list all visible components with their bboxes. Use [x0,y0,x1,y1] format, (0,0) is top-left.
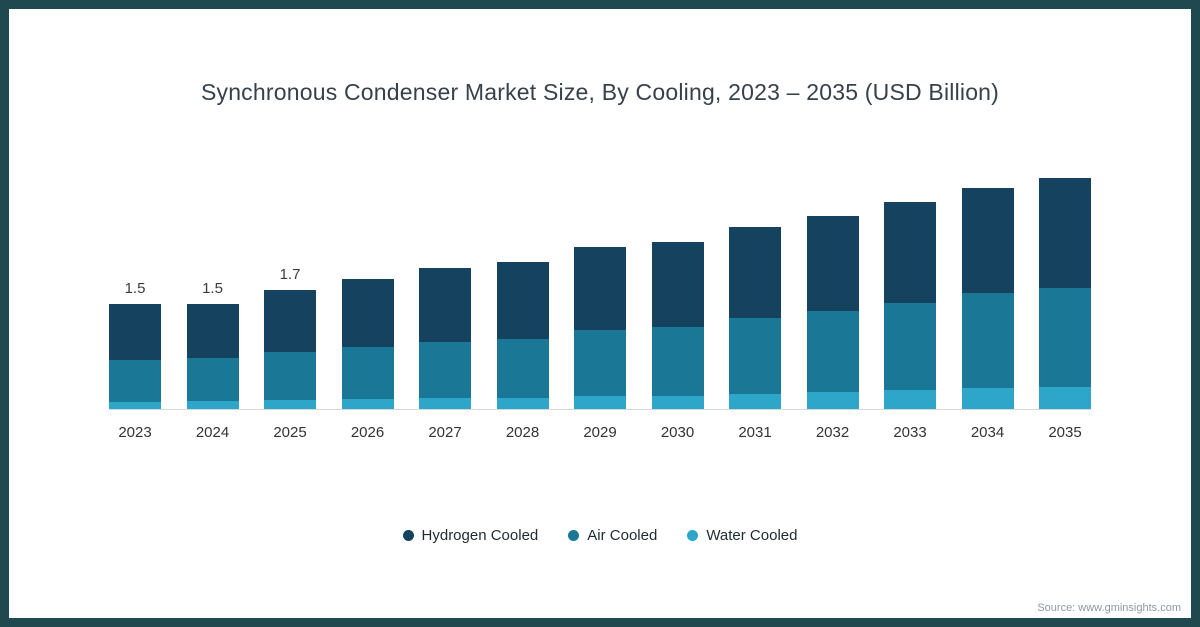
x-axis-tick-label: 2029 [583,424,617,441]
legend-dot-icon [568,530,580,541]
bar-segment-air-cooled [496,339,549,398]
legend-item-air-cooled: Air Cooled [568,527,657,544]
bar-segment-air-cooled [341,347,394,399]
bar-group-2033: 2033 [884,202,936,441]
bar-segment-water-cooled [574,396,626,409]
bar-segment-water-cooled [496,398,549,409]
chart-title: Synchronous Condenser Market Size, By Co… [200,79,1000,105]
bar-segment-hydrogen-cooled [109,304,161,360]
bar-segment-hydrogen-cooled [961,188,1014,293]
bar-value-label: 1.5 [124,280,146,297]
x-axis-tick-label: 2027 [428,424,462,441]
bar-segment-water-cooled [651,396,704,409]
bar-group-2032: 2032 [806,216,859,441]
bar-segment-air-cooled [264,352,316,400]
bar-group-2034: 2034 [961,188,1014,441]
legend: Hydrogen Cooled Air Cooled Water Cooled [9,527,1191,544]
bar-segment-water-cooled [1039,387,1091,409]
bar-group-2028: 2028 [496,262,549,441]
bar-segment-water-cooled [884,390,936,409]
bar-segment-hydrogen-cooled [884,202,936,303]
legend-dot-icon [687,530,699,541]
bar-segment-air-cooled [651,327,704,396]
bar-value-label: 1.7 [279,266,301,283]
bar-segment-air-cooled [961,293,1014,388]
bar-segment-water-cooled [961,388,1014,409]
legend-item-hydrogen-cooled: Hydrogen Cooled [402,527,539,544]
bar-segment-water-cooled [419,398,471,409]
bar-segment-water-cooled [806,392,859,409]
bar-segment-water-cooled [109,402,161,409]
bar-group-2024: 1.5 2024 [186,280,239,441]
bar-segment-hydrogen-cooled [186,304,239,358]
bar-segment-water-cooled [264,400,316,409]
x-axis-tick-label: 2034 [970,424,1005,441]
bar-segment-air-cooled [884,303,936,390]
x-axis-tick-label: 2024 [195,424,230,441]
x-axis-tick-label: 2028 [505,424,540,441]
bar-segment-hydrogen-cooled [341,279,394,347]
bar-group-2030: 2030 [651,242,704,441]
x-axis-tick-label: 2035 [1048,424,1082,441]
bar-group-2035: 2035 [1039,178,1091,441]
bar-value-label: 1.5 [202,280,223,297]
x-axis-tick-label: 2026 [350,424,385,441]
bar-segment-hydrogen-cooled [419,268,471,342]
bar-group-2026: 2026 [341,279,394,441]
legend-dot-icon [402,530,414,541]
bar-segment-air-cooled [1039,288,1091,387]
bar-segment-hydrogen-cooled [729,227,781,318]
bar-segment-hydrogen-cooled [1039,178,1091,288]
bar-segment-hydrogen-cooled [496,262,549,339]
bar-segment-air-cooled [186,358,239,401]
legend-label: Air Cooled [587,527,658,544]
x-axis-tick-label: 2031 [738,424,772,441]
bar-segment-water-cooled [729,394,781,409]
legend-item-water-cooled: Water Cooled [687,527,797,544]
x-axis-tick-label: 2023 [118,424,152,441]
bar-segment-air-cooled [109,360,161,402]
bar-group-2029: 2029 [574,247,626,441]
bar-segment-air-cooled [574,330,626,396]
bar-segment-water-cooled [186,401,239,409]
stacked-bar-plot: 1.5 2023 1.5 2024 1.7 2025 2026 2027 2028 2029 203… [109,171,1091,441]
bar-segment-air-cooled [419,342,471,398]
bar-group-2027: 2027 [419,268,471,441]
bar-segment-air-cooled [806,311,859,392]
bar-segment-hydrogen-cooled [574,247,626,330]
bar-group-2031: 2031 [729,227,781,441]
x-axis-tick-label: 2033 [893,424,927,441]
bar-segment-hydrogen-cooled [806,216,859,311]
legend-label: Hydrogen Cooled [421,527,539,544]
bar-segment-hydrogen-cooled [264,290,316,352]
legend-label: Water Cooled [706,527,798,544]
source-attribution: Source: www.gminsights.com [1037,602,1181,614]
x-axis-tick-label: 2030 [660,424,695,441]
x-axis-tick-label: 2032 [815,424,850,441]
bar-segment-hydrogen-cooled [651,242,704,327]
bar-group-2023: 1.5 2023 [109,280,161,441]
bar-group-2025: 1.7 2025 [264,266,316,441]
bar-segment-air-cooled [729,318,781,394]
bar-segment-water-cooled [341,399,394,409]
x-axis-tick-label: 2025 [273,424,307,441]
